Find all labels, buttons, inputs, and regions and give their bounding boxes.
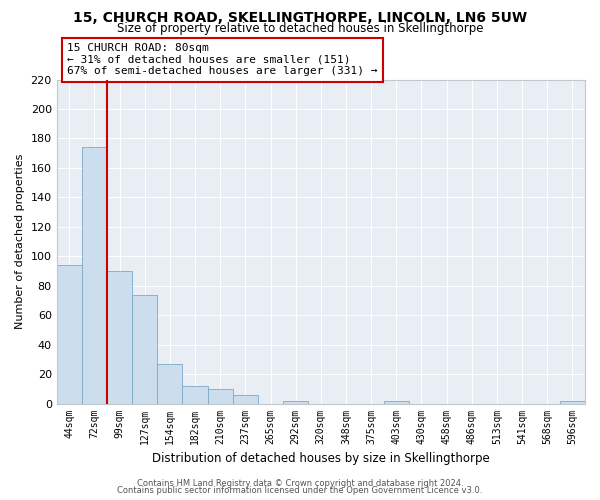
Bar: [233, 394, 258, 404]
Bar: [208, 389, 233, 404]
Text: Contains public sector information licensed under the Open Government Licence v3: Contains public sector information licen…: [118, 486, 482, 495]
Bar: [107, 271, 132, 404]
Bar: [384, 400, 409, 404]
Bar: [560, 400, 585, 404]
Bar: [82, 148, 107, 404]
Bar: [132, 294, 157, 404]
Text: Contains HM Land Registry data © Crown copyright and database right 2024.: Contains HM Land Registry data © Crown c…: [137, 478, 463, 488]
Bar: [56, 265, 82, 404]
Bar: [283, 400, 308, 404]
X-axis label: Distribution of detached houses by size in Skellingthorpe: Distribution of detached houses by size …: [152, 452, 490, 465]
Bar: [157, 364, 182, 404]
Y-axis label: Number of detached properties: Number of detached properties: [15, 154, 25, 329]
Text: Size of property relative to detached houses in Skellingthorpe: Size of property relative to detached ho…: [117, 22, 483, 35]
Bar: [182, 386, 208, 404]
Text: 15 CHURCH ROAD: 80sqm
← 31% of detached houses are smaller (151)
67% of semi-det: 15 CHURCH ROAD: 80sqm ← 31% of detached …: [67, 43, 378, 76]
Text: 15, CHURCH ROAD, SKELLINGTHORPE, LINCOLN, LN6 5UW: 15, CHURCH ROAD, SKELLINGTHORPE, LINCOLN…: [73, 11, 527, 25]
